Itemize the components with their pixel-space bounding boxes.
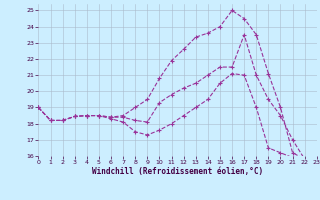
X-axis label: Windchill (Refroidissement éolien,°C): Windchill (Refroidissement éolien,°C) <box>92 167 263 176</box>
